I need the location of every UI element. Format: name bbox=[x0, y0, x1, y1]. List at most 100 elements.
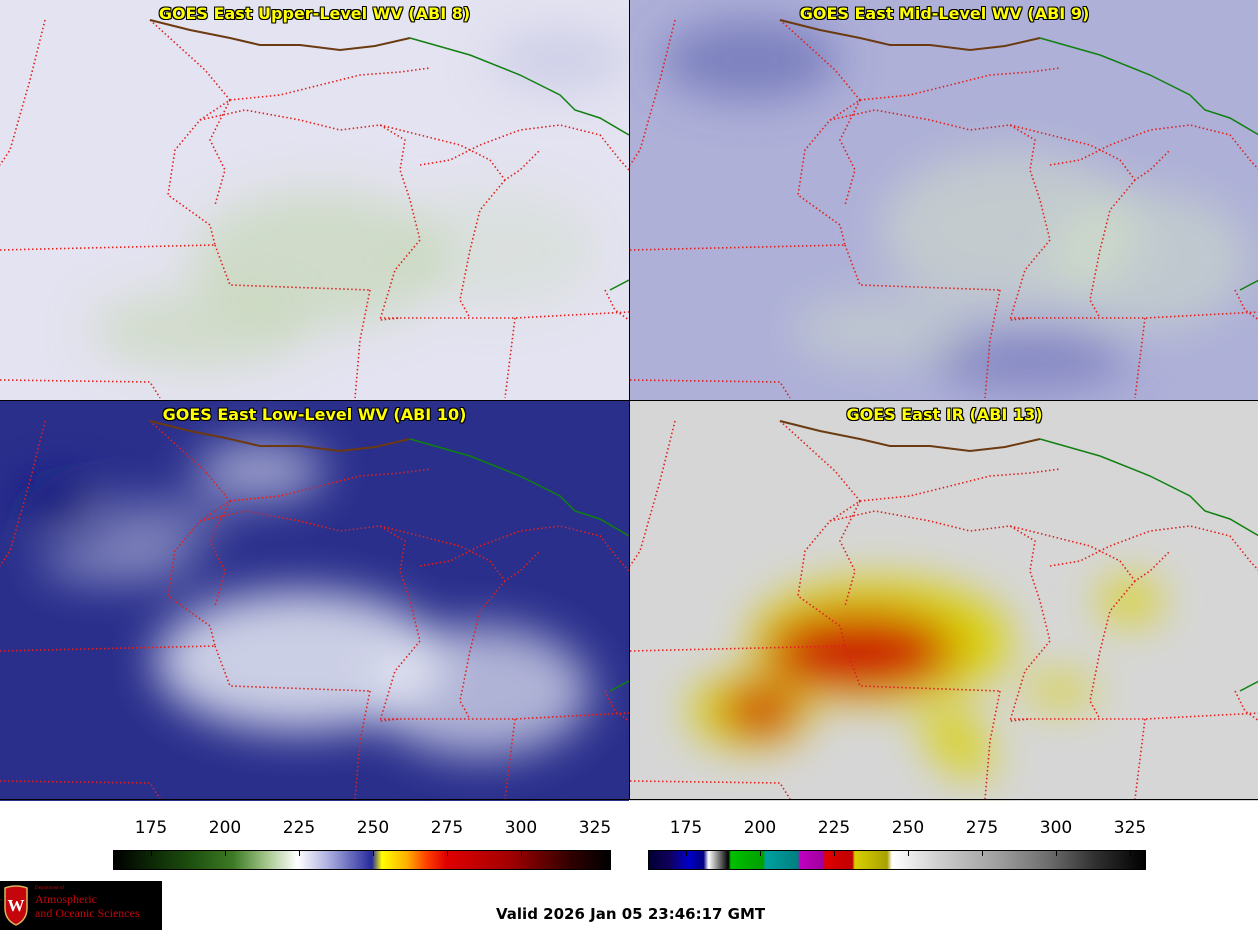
international-border bbox=[779, 420, 1041, 453]
state-border bbox=[214, 244, 371, 291]
cloud-area bbox=[400, 190, 600, 310]
international-border bbox=[149, 420, 411, 453]
colorbar-ir-tick: 300 bbox=[1039, 818, 1073, 838]
cloud-field bbox=[20, 441, 590, 756]
panel-title-mid-level-wv: GOES East Mid-Level WV (ABI 9) bbox=[799, 4, 1090, 23]
aos-logo: W Department of Atmospheric and Oceanic … bbox=[0, 881, 162, 930]
panel-upper-level-wv: GOES East Upper-Level WV (ABI 8) bbox=[0, 0, 629, 400]
state-border bbox=[1010, 712, 1258, 720]
valid-time: Valid 2026 Jan 05 23:46:17 GMT bbox=[496, 905, 766, 923]
cloud-area bbox=[190, 190, 450, 330]
state-border bbox=[859, 67, 1061, 101]
state-border bbox=[419, 124, 629, 171]
colorbar-wv-tick: 225 bbox=[282, 818, 316, 838]
cloud-area bbox=[660, 20, 840, 100]
colorbar-tick-mark bbox=[834, 850, 835, 856]
map-upper-level-wv bbox=[0, 0, 629, 400]
svg-text:W: W bbox=[8, 896, 25, 915]
state-border bbox=[354, 289, 371, 399]
colorbar-tick-mark bbox=[373, 850, 374, 856]
cloud-area bbox=[40, 541, 200, 581]
state-border bbox=[459, 179, 506, 319]
colorbar-tick-mark bbox=[151, 850, 152, 856]
colorbar-ir-tick: 200 bbox=[743, 818, 777, 838]
state-border bbox=[459, 580, 506, 720]
state-border bbox=[419, 525, 629, 572]
state-border bbox=[1049, 124, 1258, 171]
state-border bbox=[1009, 124, 1171, 182]
state-border bbox=[839, 500, 861, 607]
cloud-area bbox=[90, 290, 310, 370]
colorbar-ir-tick: 250 bbox=[891, 818, 925, 838]
panel-title-upper-level-wv: GOES East Upper-Level WV (ABI 8) bbox=[158, 4, 471, 23]
state-border bbox=[1010, 311, 1258, 319]
province-border bbox=[1239, 279, 1258, 291]
cloud-area bbox=[1100, 581, 1160, 621]
uw-crest-icon: W bbox=[4, 885, 28, 926]
colorbar-tick-mark bbox=[982, 850, 983, 856]
state-border bbox=[984, 690, 1001, 800]
state-border bbox=[379, 124, 541, 182]
state-border bbox=[380, 311, 629, 319]
state-border bbox=[209, 99, 231, 206]
logo-department: Department of bbox=[35, 886, 65, 891]
horizontal-divider bbox=[0, 400, 1258, 401]
colorbar-ir-gradient bbox=[648, 850, 1146, 870]
colorbar-tick-mark bbox=[225, 850, 226, 856]
colorbar-tick-mark bbox=[760, 850, 761, 856]
colorbar-tick-mark bbox=[447, 850, 448, 856]
map-low-level-wv bbox=[0, 401, 629, 801]
colorbar-wv-gradient bbox=[113, 850, 611, 870]
state-border bbox=[829, 510, 1051, 722]
colorbar-wv-tick: 300 bbox=[504, 818, 538, 838]
colorbar-wv-tick: 175 bbox=[134, 818, 168, 838]
colorbar-wv-tick: 275 bbox=[430, 818, 464, 838]
cloud-area bbox=[790, 295, 970, 365]
cloud-area bbox=[930, 330, 1130, 390]
panel-title-ir: GOES East IR (ABI 13) bbox=[846, 405, 1043, 424]
state-border bbox=[379, 525, 541, 583]
state-border bbox=[209, 500, 231, 607]
cloud-area bbox=[90, 501, 230, 541]
cloud-area bbox=[20, 481, 100, 521]
state-border bbox=[229, 67, 431, 101]
state-border bbox=[504, 718, 516, 800]
cloud-area bbox=[765, 611, 955, 691]
state-border bbox=[380, 712, 629, 720]
colorbar-wv-tick: 250 bbox=[356, 818, 390, 838]
cloud-area bbox=[720, 686, 800, 736]
colorbar-tick-mark bbox=[595, 850, 596, 856]
state-border bbox=[199, 109, 421, 321]
state-border bbox=[1134, 718, 1146, 800]
colorbar-ir-tick: 275 bbox=[965, 818, 999, 838]
international-border bbox=[779, 19, 1041, 52]
colorbar-ir-tick: 175 bbox=[669, 818, 703, 838]
state-border bbox=[1134, 317, 1146, 399]
colorbar-tick-mark bbox=[521, 850, 522, 856]
colorbar-tick-mark bbox=[299, 850, 300, 856]
panel-mid-level-wv: GOES East Mid-Level WV (ABI 9) bbox=[630, 0, 1258, 400]
cloud-field bbox=[690, 581, 1160, 776]
state-border bbox=[829, 109, 1051, 321]
cloud-area bbox=[490, 30, 629, 90]
colorbar-wv-tick: 325 bbox=[578, 818, 612, 838]
panel-title-low-level-wv: GOES East Low-Level WV (ABI 10) bbox=[162, 405, 467, 424]
state-border bbox=[779, 420, 862, 647]
province-border bbox=[609, 680, 629, 692]
state-border bbox=[149, 19, 232, 246]
state-border bbox=[1089, 580, 1136, 720]
province-border bbox=[409, 438, 629, 537]
state-border bbox=[1009, 525, 1171, 583]
state-border bbox=[354, 690, 371, 800]
province-border bbox=[609, 279, 629, 291]
state-border bbox=[149, 420, 232, 647]
map-mid-level-wv bbox=[630, 0, 1258, 400]
colorbar-tick-mark bbox=[908, 850, 909, 856]
state-border bbox=[229, 468, 431, 502]
bottom-border bbox=[0, 799, 1258, 800]
panel-low-level-wv: GOES East Low-Level WV (ABI 10) bbox=[0, 401, 629, 801]
state-border bbox=[839, 99, 861, 206]
state-border bbox=[844, 645, 1001, 692]
cloud-area bbox=[370, 626, 590, 756]
province-border bbox=[1039, 438, 1258, 537]
